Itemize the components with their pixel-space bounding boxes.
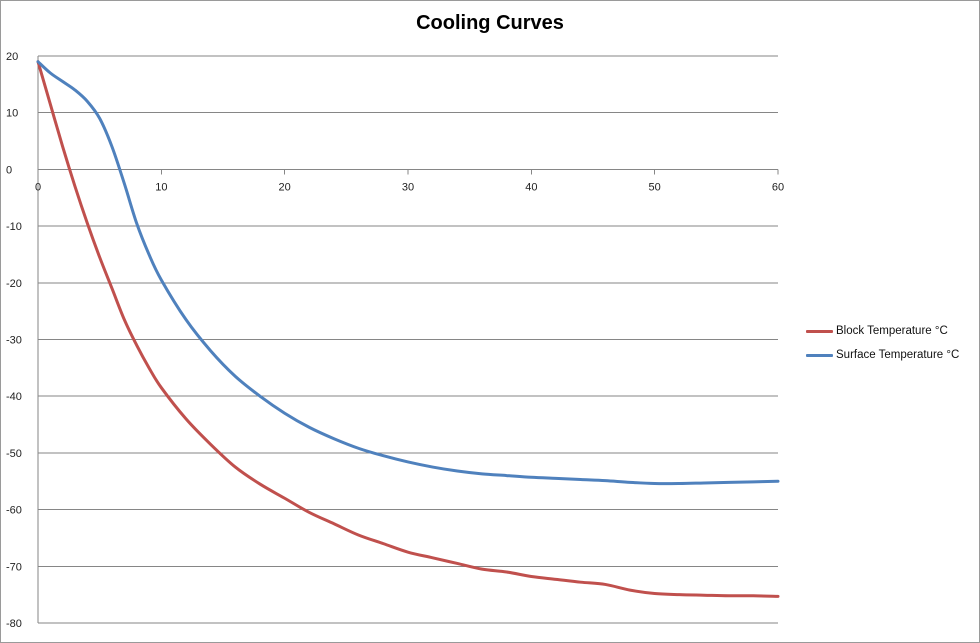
legend-item-surface: Surface Temperature °C <box>806 343 959 367</box>
y-tick-label: -20 <box>6 278 22 290</box>
y-tick-label: -50 <box>6 448 22 460</box>
x-tick-label: 60 <box>772 181 784 193</box>
x-tick-label: 30 <box>402 181 414 193</box>
chart-title: Cooling Curves <box>416 12 564 34</box>
legend-label-surface: Surface Temperature °C <box>836 349 960 361</box>
legend: Block Temperature °C Surface Temperature… <box>806 319 959 367</box>
y-tick-label: 0 <box>6 164 12 176</box>
legend-item-block: Block Temperature °C <box>806 319 959 343</box>
series-line-0 <box>36 60 780 598</box>
y-tick-label: 10 <box>6 108 18 120</box>
y-tick-label: -40 <box>6 391 22 403</box>
x-tick-label: 20 <box>279 181 291 193</box>
legend-label-block: Block Temperature °C <box>836 325 948 337</box>
y-tick-label: -10 <box>6 221 22 233</box>
series-line-1 <box>36 60 780 486</box>
y-tick-label: -80 <box>6 618 22 630</box>
x-tick-label: 10 <box>155 181 167 193</box>
y-tick-label: -70 <box>6 561 22 573</box>
y-tick-label: -60 <box>6 505 22 517</box>
legend-swatch-block <box>806 329 833 333</box>
x-tick-label: 0 <box>35 181 41 193</box>
y-tick-label: 20 <box>6 51 18 63</box>
y-tick-label: -30 <box>6 335 22 347</box>
legend-swatch-surface <box>806 353 833 357</box>
x-tick-label: 40 <box>525 181 537 193</box>
x-tick-label: 50 <box>649 181 661 193</box>
